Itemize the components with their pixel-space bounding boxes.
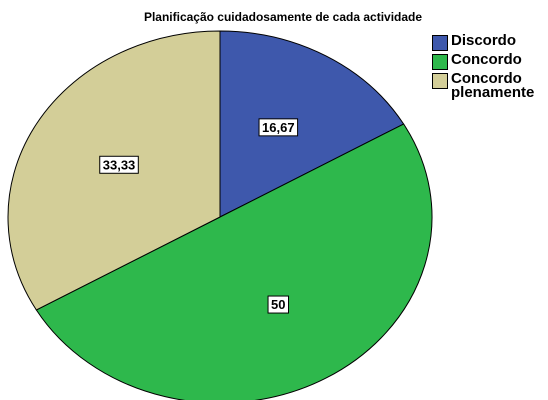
data-label-box — [258, 118, 299, 137]
legend-swatch — [432, 35, 448, 51]
chart-title: Planificação cuidadosamente de cada acti… — [144, 10, 422, 24]
data-label: 33,33 — [103, 157, 136, 172]
data-label: 50 — [271, 297, 285, 312]
legend-swatch — [432, 54, 448, 70]
legend: Discordo Concordo Concordo plenamente — [432, 32, 548, 102]
pie-slice — [219, 30, 405, 218]
legend-swatch — [432, 73, 448, 89]
pie-slice — [35, 123, 433, 400]
data-label-box — [267, 295, 290, 314]
data-label: 16,67 — [262, 120, 295, 135]
legend-label: Concordo plenamente — [451, 70, 535, 101]
data-label-box — [99, 155, 139, 174]
legend-label: Concordo — [451, 51, 522, 68]
legend-label: Discordo — [451, 32, 517, 49]
legend-item: Concordo — [432, 51, 548, 70]
legend-item: Discordo — [432, 32, 548, 51]
legend-item: Concordo plenamente — [432, 70, 548, 101]
